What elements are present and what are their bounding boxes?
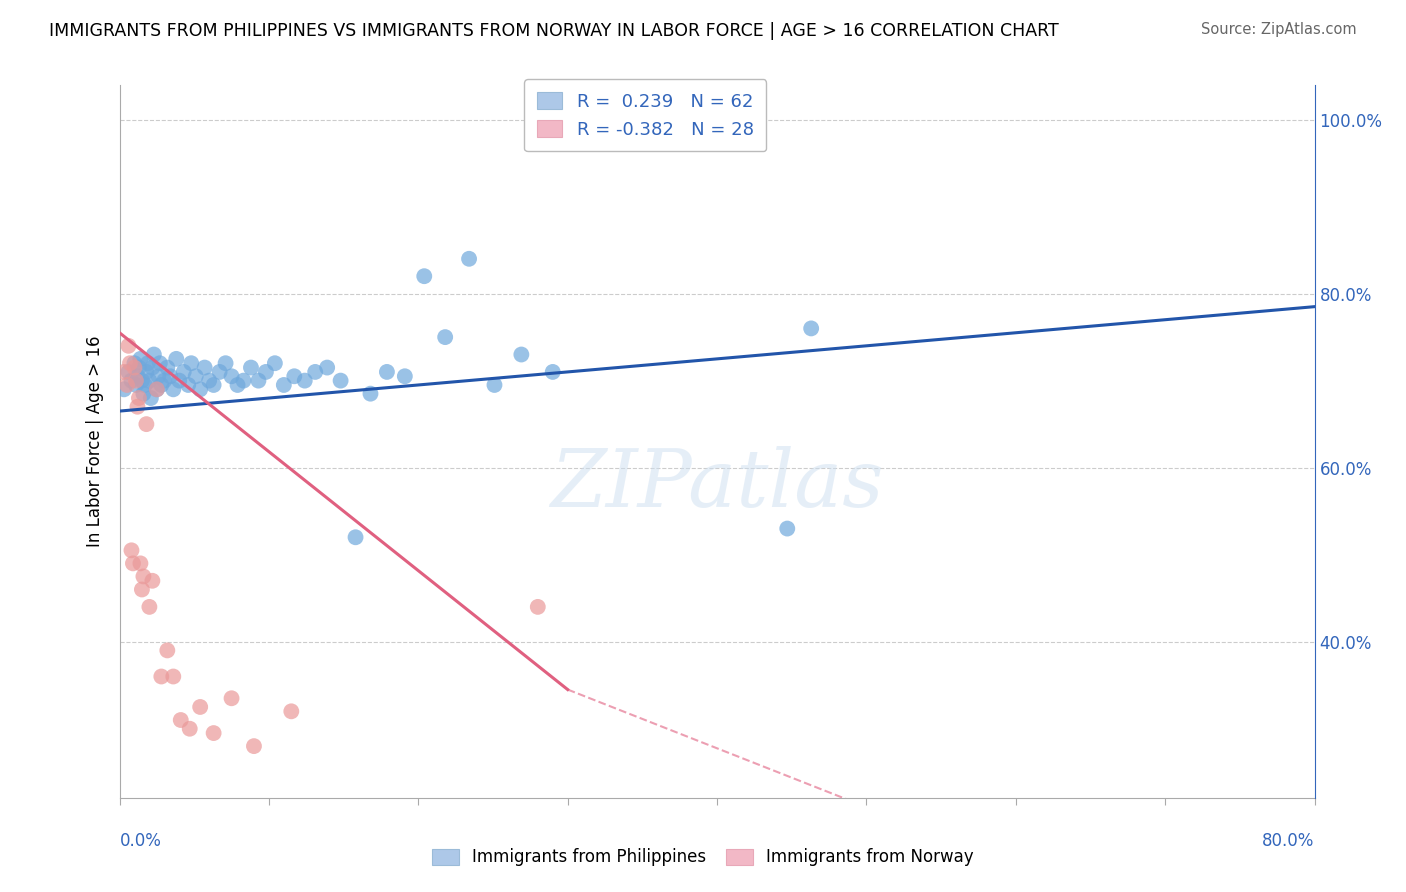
Point xyxy=(156,360,179,375)
Point xyxy=(458,252,481,266)
Point xyxy=(394,369,416,384)
Legend: R =  0.239   N = 62, R = -0.382   N = 28: R = 0.239 N = 62, R = -0.382 N = 28 xyxy=(524,79,766,152)
Point xyxy=(188,700,211,714)
Point xyxy=(162,669,184,683)
Point xyxy=(129,351,152,366)
Point xyxy=(541,365,564,379)
Point xyxy=(127,369,149,384)
Point xyxy=(127,400,149,414)
Point xyxy=(434,330,457,344)
Point xyxy=(122,557,145,571)
Point xyxy=(135,417,157,431)
Point xyxy=(243,739,266,753)
Point xyxy=(194,360,217,375)
Point xyxy=(360,386,382,401)
Point xyxy=(169,374,191,388)
Point xyxy=(115,378,138,392)
Point xyxy=(510,347,533,361)
Point xyxy=(329,374,352,388)
Point xyxy=(177,378,200,392)
Point xyxy=(800,321,823,335)
Text: Source: ZipAtlas.com: Source: ZipAtlas.com xyxy=(1201,22,1357,37)
Point xyxy=(226,378,249,392)
Point xyxy=(135,365,157,379)
Point xyxy=(247,374,270,388)
Point xyxy=(131,374,153,388)
Point xyxy=(132,386,155,401)
Point xyxy=(264,356,287,370)
Point xyxy=(112,365,135,379)
Point xyxy=(413,269,436,284)
Point xyxy=(179,722,201,736)
Point xyxy=(527,599,550,614)
Point xyxy=(146,382,169,396)
Point xyxy=(484,378,506,392)
Point xyxy=(344,530,367,544)
Point xyxy=(214,356,236,370)
Point xyxy=(254,365,277,379)
Point xyxy=(304,365,326,379)
Point xyxy=(129,557,152,571)
Point xyxy=(283,369,305,384)
Point xyxy=(153,374,176,388)
Point xyxy=(150,378,173,392)
Point xyxy=(148,369,170,384)
Point xyxy=(142,347,165,361)
Legend: Immigrants from Philippines, Immigrants from Norway: Immigrants from Philippines, Immigrants … xyxy=(426,842,980,873)
Point xyxy=(173,365,195,379)
Point xyxy=(138,374,160,388)
Point xyxy=(128,391,150,405)
Point xyxy=(162,382,184,396)
Point xyxy=(139,391,162,405)
Point xyxy=(316,360,339,375)
Point xyxy=(118,356,141,370)
Point xyxy=(273,378,295,392)
Point xyxy=(198,374,221,388)
Point xyxy=(150,669,173,683)
Point xyxy=(184,369,207,384)
Point xyxy=(294,374,316,388)
Point xyxy=(121,543,143,558)
Text: 80.0%: 80.0% xyxy=(1263,831,1315,849)
Point xyxy=(117,339,139,353)
Point xyxy=(125,374,148,388)
Point xyxy=(776,522,799,536)
Point xyxy=(202,726,225,740)
Point xyxy=(141,574,163,588)
Point xyxy=(124,356,146,370)
Point xyxy=(221,369,243,384)
Point xyxy=(149,356,172,370)
Point xyxy=(165,351,187,366)
Point xyxy=(132,569,155,583)
Point xyxy=(128,360,150,375)
Point xyxy=(146,382,169,396)
Point xyxy=(134,378,156,392)
Point xyxy=(202,378,225,392)
Point xyxy=(170,713,193,727)
Point xyxy=(112,382,135,396)
Text: ZIPatlas: ZIPatlas xyxy=(550,446,884,523)
Text: 0.0%: 0.0% xyxy=(120,831,162,849)
Point xyxy=(136,356,159,370)
Point xyxy=(239,360,263,375)
Point xyxy=(138,599,160,614)
Point xyxy=(180,356,202,370)
Point xyxy=(208,365,231,379)
Point xyxy=(221,691,243,706)
Point xyxy=(280,704,302,718)
Point xyxy=(124,360,146,375)
Point xyxy=(141,360,163,375)
Point xyxy=(117,365,139,379)
Point xyxy=(121,374,143,388)
Point xyxy=(159,369,181,384)
Point xyxy=(375,365,398,379)
Point xyxy=(232,374,254,388)
Point xyxy=(188,382,211,396)
Point xyxy=(125,378,148,392)
Text: IMMIGRANTS FROM PHILIPPINES VS IMMIGRANTS FROM NORWAY IN LABOR FORCE | AGE > 16 : IMMIGRANTS FROM PHILIPPINES VS IMMIGRANT… xyxy=(49,22,1059,40)
Y-axis label: In Labor Force | Age > 16: In Labor Force | Age > 16 xyxy=(86,335,104,548)
Point xyxy=(156,643,179,657)
Point xyxy=(131,582,153,597)
